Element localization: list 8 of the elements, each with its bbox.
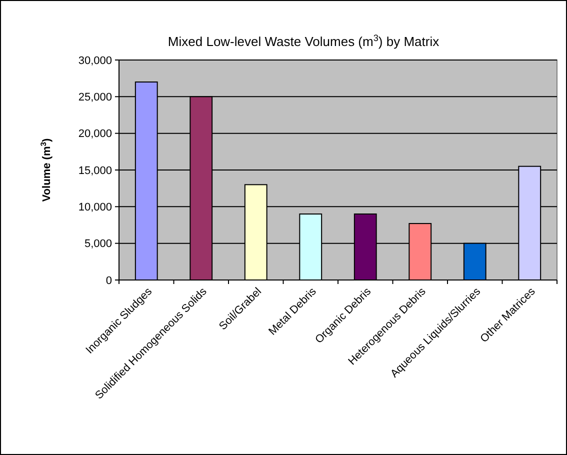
y-tick-label: 25,000 <box>78 92 112 104</box>
y-tick-label: 5,000 <box>84 238 112 250</box>
y-tick-label: 0 <box>106 274 112 287</box>
y-tick-label: 30,000 <box>78 54 112 67</box>
y-tick-label: 20,000 <box>78 128 112 140</box>
y-tick-label: 15,000 <box>78 164 112 177</box>
chart-title: Mixed Low-level Waste Volumes (m$^{3}$) by Matrix <box>168 33 440 49</box>
y-tick-label: 10,000 <box>78 202 112 214</box>
